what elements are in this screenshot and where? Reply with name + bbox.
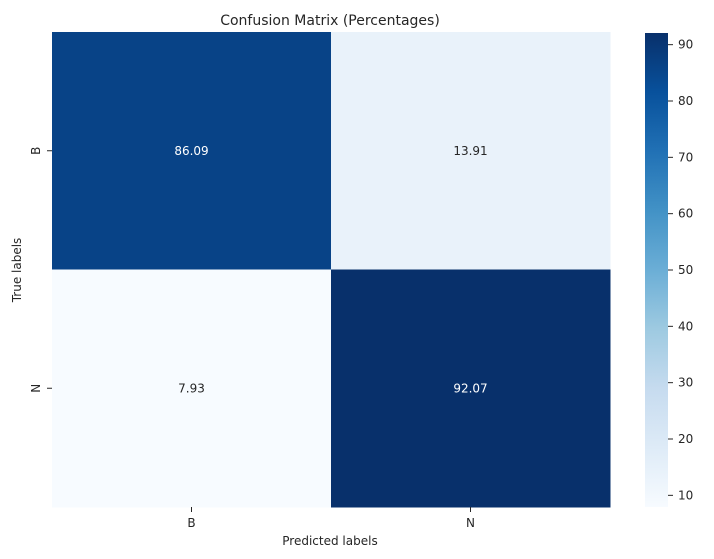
colorbar-tick-label: 80 xyxy=(678,94,693,108)
heatmap-cell-labels: 86.09 13.91 7.93 92.07 xyxy=(174,144,487,396)
y-axis-label: True labels xyxy=(10,238,24,304)
colorbar-tick-label: 30 xyxy=(678,376,693,390)
colorbar-ticks: 10 20 30 40 50 60 70 80 90 xyxy=(668,38,693,502)
colorbar-tick-label: 20 xyxy=(678,432,693,446)
colorbar-tick-label: 40 xyxy=(678,319,693,333)
cell-value-label: 92.07 xyxy=(453,381,487,395)
x-tick-label: B xyxy=(187,516,195,530)
cell-value-label: 13.91 xyxy=(453,144,487,158)
heatmap-cell xyxy=(52,32,332,270)
colorbar-tick-label: 50 xyxy=(678,263,693,277)
colorbar xyxy=(645,33,668,507)
colorbar-tick-label: 60 xyxy=(678,207,693,221)
colorbar-tick-label: 70 xyxy=(678,150,693,164)
heatmap-cells xyxy=(52,32,611,508)
y-tick-label: B xyxy=(29,147,43,155)
heatmap-cell xyxy=(52,269,332,508)
cell-value-label: 86.09 xyxy=(174,144,208,158)
heatmap-cell xyxy=(331,32,611,270)
chart-title: Confusion Matrix (Percentages) xyxy=(220,13,440,29)
x-axis-label: Predicted labels xyxy=(282,534,377,548)
y-tick-label: N xyxy=(29,384,43,393)
x-tick-label: N xyxy=(466,516,475,530)
heatmap-cell xyxy=(331,269,611,508)
colorbar-tick-label: 10 xyxy=(678,488,693,502)
cell-value-label: 7.93 xyxy=(178,381,205,395)
colorbar-tick-label: 90 xyxy=(678,38,693,52)
y-axis-ticks: BN xyxy=(29,147,52,393)
